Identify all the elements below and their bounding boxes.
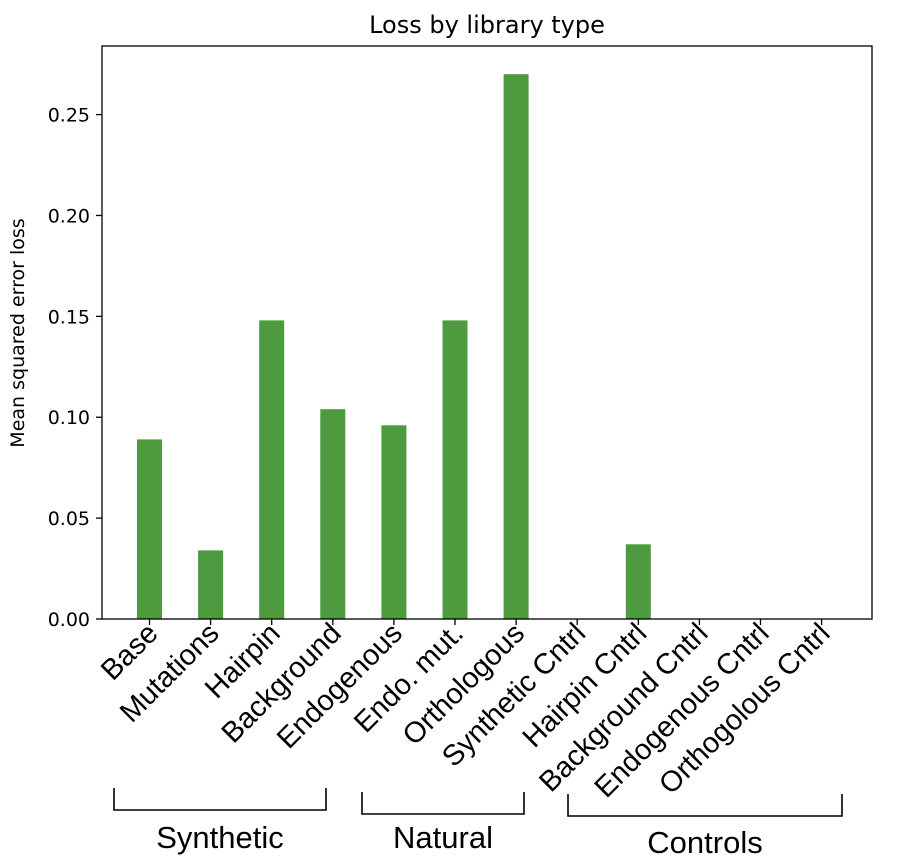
group-bracket [361, 792, 525, 815]
bar [137, 439, 162, 619]
bar [503, 74, 529, 619]
y-tick-label: 0.15 [48, 306, 90, 328]
plot-frame [101, 45, 873, 620]
category-groups: Synthetic Natural Controls [113, 788, 843, 860]
y-tick-label: 0.05 [48, 508, 90, 530]
bar [320, 409, 346, 619]
chart-title: Loss by library type [369, 11, 605, 39]
plot-area [101, 45, 873, 620]
bar [625, 544, 651, 619]
y-axis: 0.00 0.05 0.10 0.15 0.20 0.25 [48, 105, 102, 631]
y-tick-label: 0.10 [48, 407, 90, 429]
group-bracket [113, 788, 327, 811]
y-tick-label: 0.25 [48, 105, 90, 127]
bar [198, 550, 224, 619]
x-axis: BaseMutationsHairpinBackgroundEndogenous… [95, 617, 836, 804]
y-tick-label: 0.20 [48, 205, 90, 227]
group-label: Synthetic [156, 820, 284, 855]
group-bracket [567, 794, 843, 817]
y-tick-label: 0.00 [48, 609, 90, 631]
group-label: Controls [647, 825, 762, 860]
bar [259, 320, 285, 619]
y-axis-label: Mean squared error loss [7, 218, 29, 447]
bar [381, 425, 407, 619]
group-label: Natural [393, 820, 493, 855]
bar [442, 320, 468, 619]
